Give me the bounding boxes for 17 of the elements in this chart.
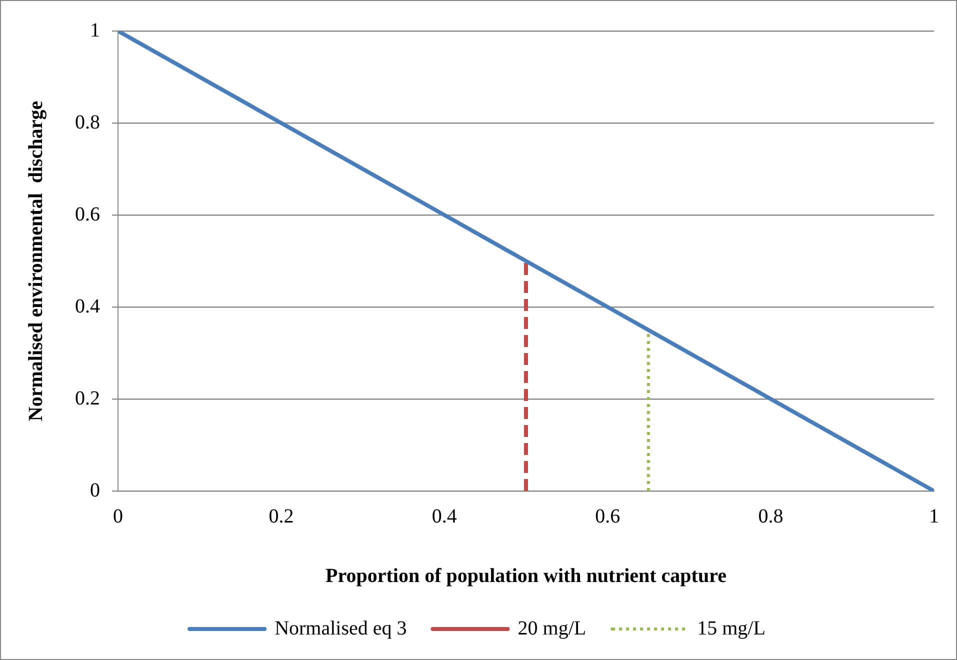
x-tick-label: 0.2 <box>268 505 294 528</box>
y-tick-label: 0.8 <box>75 111 100 134</box>
y-tick-label: 1 <box>90 19 100 42</box>
y-tick-label: 0.4 <box>75 295 100 318</box>
x-tick-label: 1 <box>929 505 939 528</box>
legend-label: 15 mg/L <box>697 617 766 640</box>
y-axis-title: Normalised environmental discharge <box>25 100 48 422</box>
y-tick-label: 0 <box>90 479 100 502</box>
y-tick-label: 0.2 <box>75 387 100 410</box>
legend-label: 20 mg/L <box>518 617 586 640</box>
x-tick-label: 0.8 <box>758 505 784 528</box>
x-tick-label: 0 <box>113 505 123 528</box>
x-tick-label: 0.6 <box>595 505 620 528</box>
y-tick-label: 0.6 <box>75 203 100 226</box>
x-tick-label: 0.4 <box>432 505 457 528</box>
x-axis-title: Proportion of population with nutrient capture <box>326 565 727 588</box>
legend-label: Normalised eq 3 <box>274 617 407 640</box>
